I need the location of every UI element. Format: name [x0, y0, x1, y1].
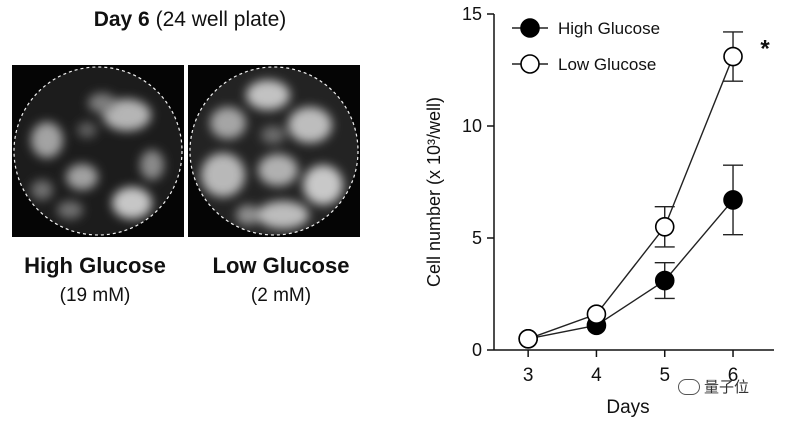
- x-axis-label: Days: [606, 397, 649, 418]
- data-point: [654, 270, 675, 291]
- x-tick-label: 3: [523, 365, 534, 386]
- well-image-high-glucose: [12, 65, 184, 237]
- x-tick-label: 4: [591, 365, 602, 386]
- panel-title-day: Day 6: [93, 8, 150, 31]
- y-tick-label: 10: [462, 116, 482, 136]
- panel-title-plate: (24 well plate): [155, 8, 287, 31]
- y-tick-label: 15: [462, 4, 482, 24]
- well-image-low-glucose: [188, 65, 360, 237]
- y-axis-label: Cell number (x 10³/well): [424, 97, 444, 287]
- well-concentration: (19 mM): [59, 285, 131, 306]
- legend-marker: [520, 18, 540, 38]
- data-point: [723, 46, 743, 67]
- series-line-1: [527, 56, 734, 340]
- well-label-low-glucose: Low Glucose (2 mM): [181, 253, 381, 307]
- x-tick-label: 6: [728, 365, 739, 386]
- legend-label: High Glucose: [558, 19, 660, 38]
- data-point: [723, 190, 743, 210]
- well-name: Low Glucose: [212, 253, 350, 278]
- well-image-panel: Day 6 (24 well plate): [0, 0, 380, 424]
- legend-marker: [520, 54, 540, 74]
- y-tick-label: 0: [472, 340, 482, 360]
- well-label-high-glucose: High Glucose (19 mM): [0, 253, 195, 307]
- data-point: [586, 304, 607, 324]
- chart-svg: 0 5 10 15 3 4 5 6 Days Cell number (x 10³/well) * H…: [424, 4, 774, 418]
- legend-label: Low Glucose: [558, 55, 656, 74]
- panel-title: Day 6 (24 well plate): [0, 8, 380, 32]
- watermark: 量子位: [678, 376, 749, 397]
- well-name: High Glucose: [24, 253, 166, 278]
- cell-growth-chart: 0 5 10 15 3 4 5 6 Days Cell number (x 10³/well) * H…: [380, 0, 788, 424]
- significance-marker: *: [760, 36, 770, 63]
- wechat-icon: [678, 378, 700, 395]
- series-line-0: [528, 199, 734, 340]
- watermark-text: 量子位: [704, 379, 750, 396]
- well-concentration: (2 mM): [250, 285, 312, 306]
- x-tick-label: 5: [659, 365, 670, 386]
- data-point: [518, 328, 538, 349]
- data-point: [654, 217, 675, 237]
- y-tick-label: 5: [472, 228, 482, 248]
